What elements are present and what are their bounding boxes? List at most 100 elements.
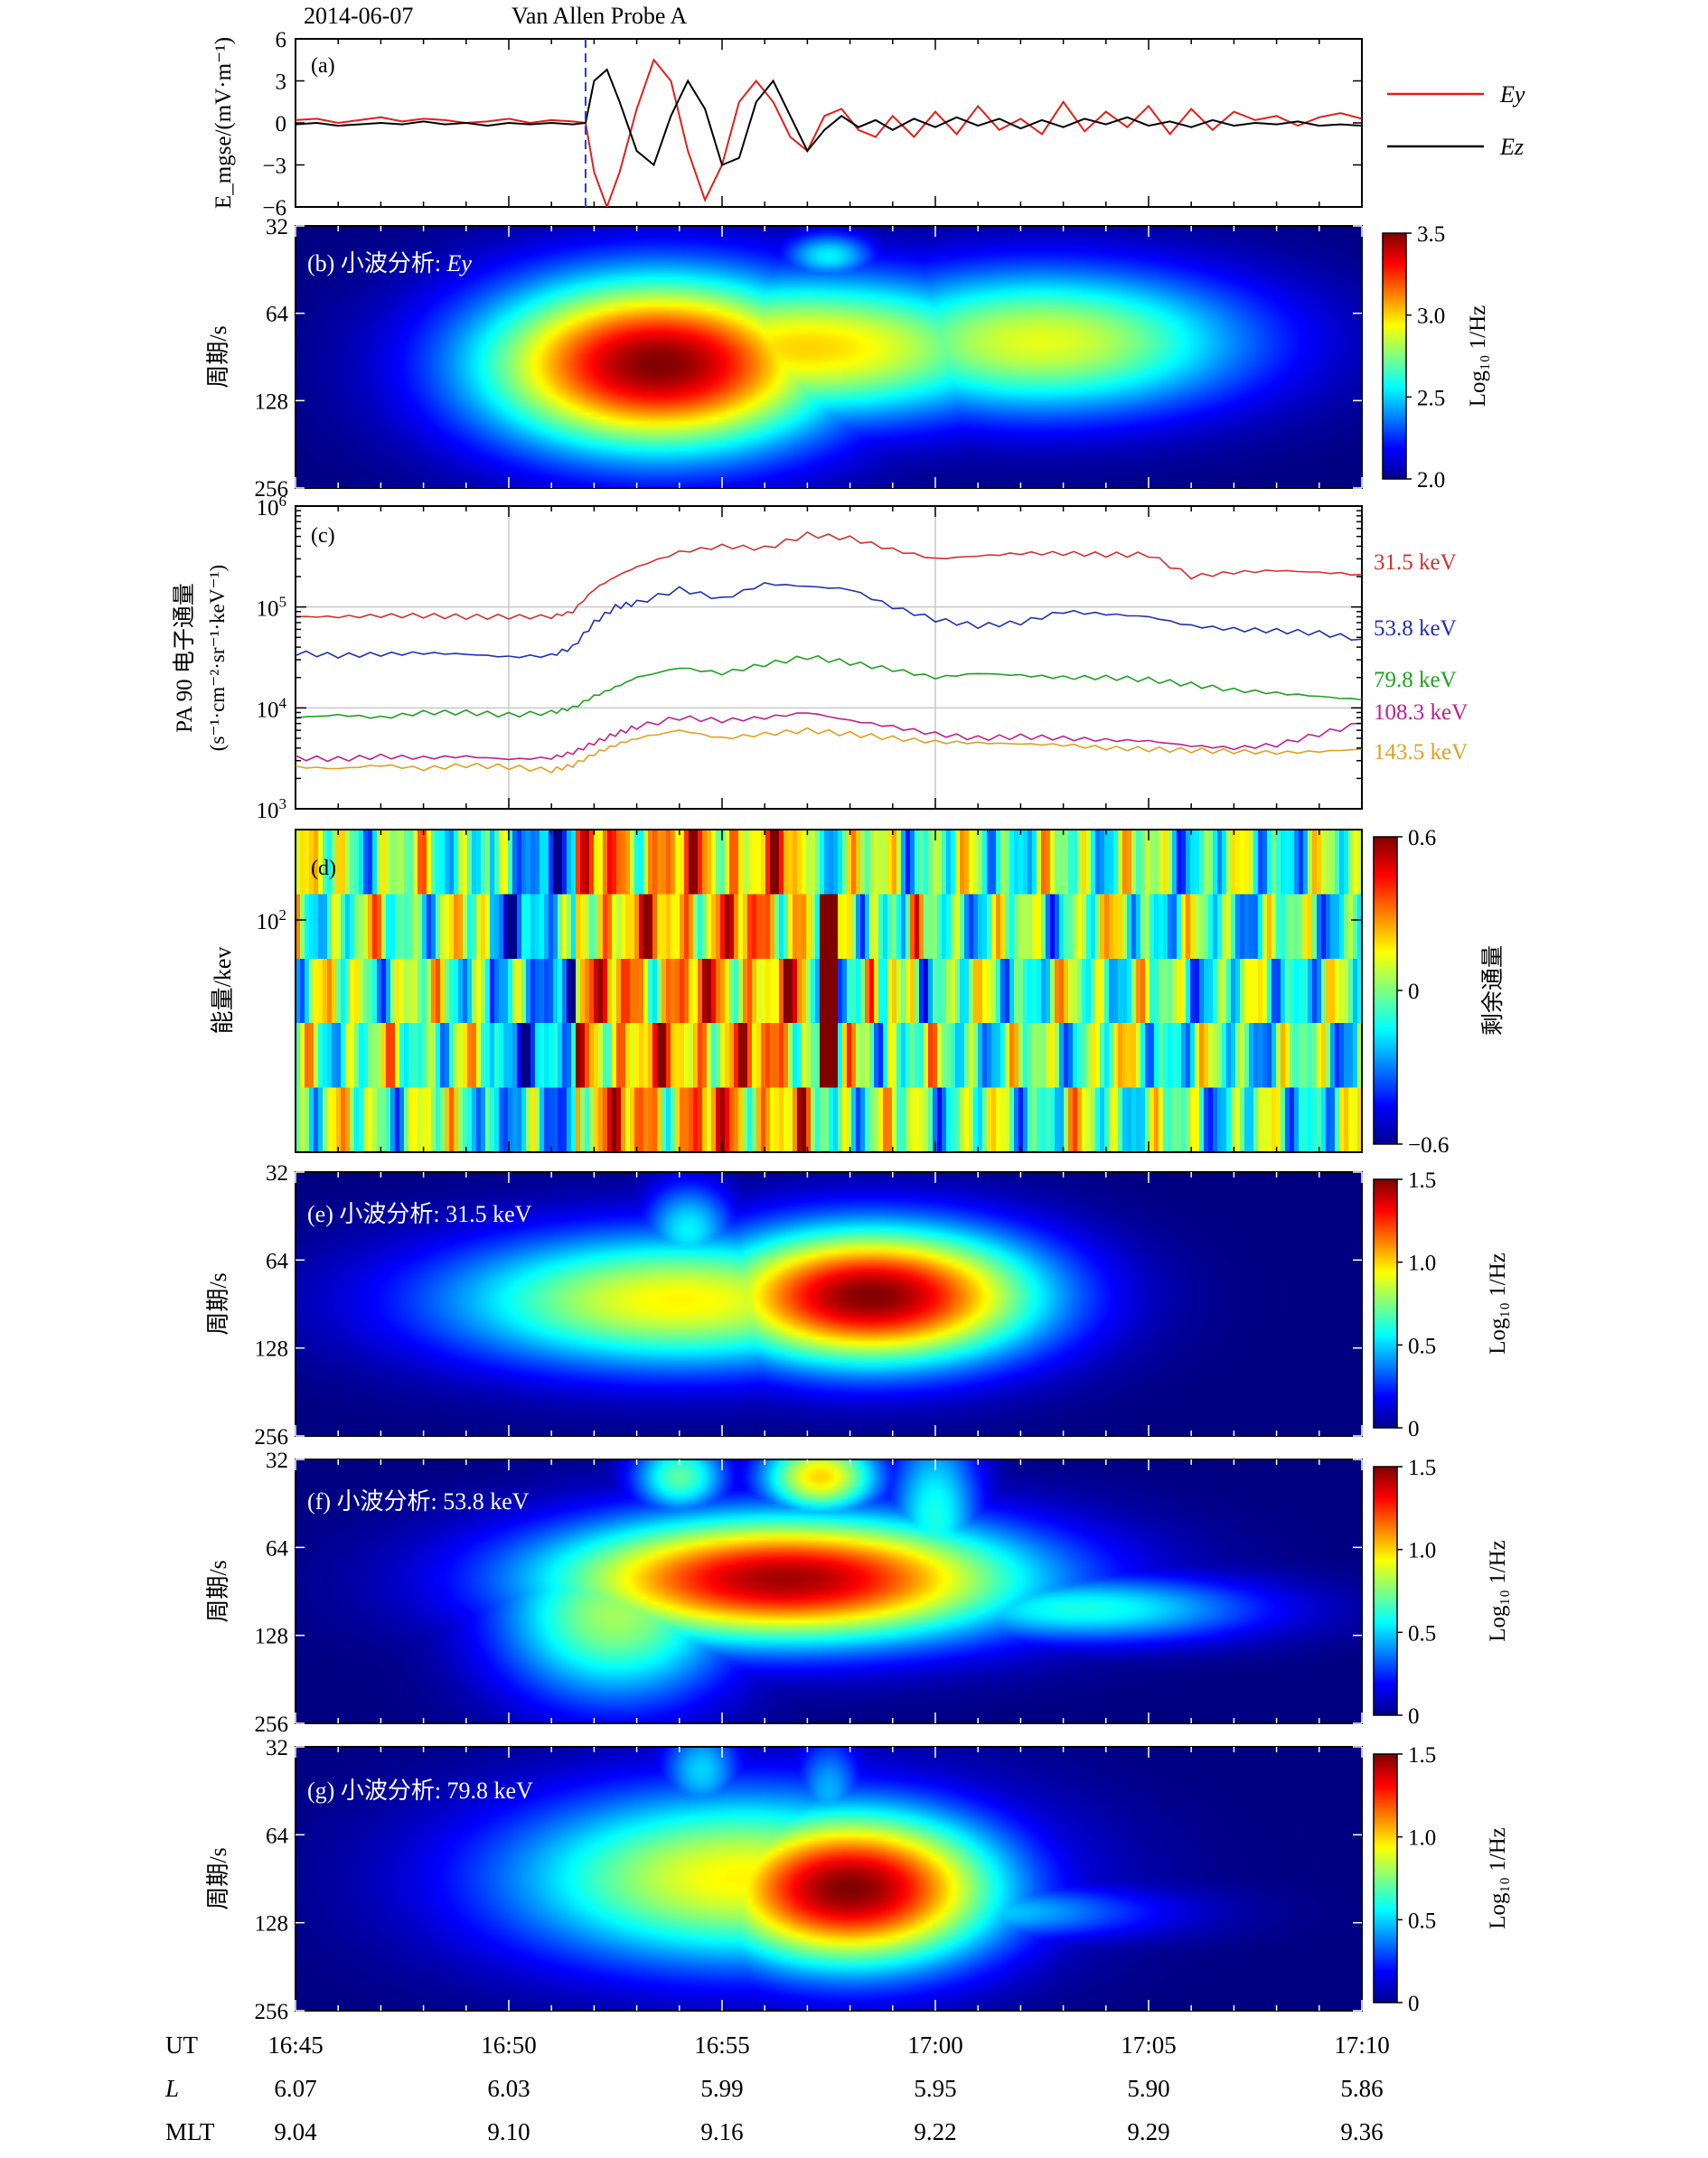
colorbar: [1373, 1466, 1398, 1716]
panel-c-ylabel-units: (s⁻¹·cm⁻²·sr⁻¹·keV⁻¹): [206, 565, 229, 751]
footer-value: 17:00: [907, 2031, 963, 2059]
y-tick-label: 3: [276, 70, 287, 95]
y-tick-label: −6: [262, 196, 286, 220]
colorbar-tick-label: 2.5: [1417, 386, 1445, 410]
colorbar-tick-label: 3.0: [1417, 305, 1445, 329]
panel-b-tag: (b) 小波分析: Ey: [307, 250, 472, 277]
colorbar-tick-label: 0.5: [1408, 1334, 1436, 1358]
footer-value: 5.90: [1127, 2075, 1169, 2102]
y-tick-label: 64: [266, 1824, 289, 1848]
footer-value: 17:10: [1334, 2031, 1390, 2059]
footer-row-label: MLT: [165, 2118, 215, 2145]
footer-value: 6.03: [487, 2075, 530, 2102]
flux-line: [296, 530, 1362, 621]
flux-legend-label: 53.8 keV: [1374, 616, 1457, 641]
y-tick-label: 6: [276, 28, 287, 52]
colorbar-tick-label: −0.6: [1408, 1133, 1449, 1158]
flux-line: [296, 727, 1362, 774]
y-tick-label: 128: [255, 389, 289, 414]
panel-c-tag: (c): [311, 524, 335, 548]
panel-d-ylabel: 能量/kev: [210, 947, 236, 1035]
legend-ez-label: Ez: [1499, 134, 1524, 160]
series-line-ez: [296, 68, 1362, 167]
flux-legend-label: 143.5 keV: [1374, 740, 1468, 765]
y-tick-label: 256: [255, 1425, 289, 1450]
y-tick-label: 104: [257, 694, 287, 722]
flux-line: [296, 712, 1362, 763]
y-tick-label: 256: [255, 1712, 289, 1737]
y-tick-label: 32: [266, 215, 288, 239]
colorbar-tick-label: 3.5: [1417, 222, 1445, 247]
panel-a-legend: Ey Ez: [1387, 81, 1525, 160]
y-tick-label: −3: [262, 155, 286, 179]
colorbar-tick-label: 0: [1408, 1992, 1420, 2016]
panel-g-heatmap: [296, 1747, 1362, 2011]
footer-row-label: UT: [165, 2031, 198, 2059]
colorbar-label: Log₁₀ 1/Hz: [1486, 1253, 1510, 1355]
footer-value: 6.07: [274, 2075, 316, 2102]
panel-f-ylabel: 周期/s: [205, 1560, 231, 1622]
panel-e-wavelet-31keV: (e) 小波分析: 31.5 keV 32 64 128 256 周期/s 1.5 1.…: [205, 1161, 1510, 1450]
y-tick-label: 32: [266, 1736, 288, 1760]
colorbar: [1382, 232, 1407, 480]
footer-value: 17:05: [1121, 2031, 1177, 2059]
panel-g-tag: (g) 小波分析: 79.8 keV: [307, 1778, 533, 1804]
footer-value: 9.16: [700, 2118, 743, 2145]
panel-f-wavelet-53keV: (f) 小波分析: 53.8 keV 32 64 128 256 周期/s 1.5 1.…: [205, 1449, 1510, 1737]
colorbar-label: 剩余通量: [1480, 945, 1506, 1036]
footer-row-label: L: [164, 2075, 179, 2102]
colorbar-tick-label: 0.6: [1408, 826, 1436, 850]
y-tick-label: 64: [266, 303, 289, 327]
panel-a-tag: (a): [311, 54, 335, 78]
footer-value: 16:45: [267, 2031, 324, 2059]
footer-value: 5.99: [700, 2075, 743, 2102]
y-tick-label: 128: [255, 1625, 289, 1649]
colorbar-tick-label: 1.0: [1408, 1539, 1436, 1563]
footer-value: 9.22: [914, 2118, 956, 2145]
y-tick-label: 64: [266, 1536, 289, 1561]
colorbar-tick-label: 0: [1408, 1704, 1420, 1729]
colorbar-label: Log₁₀ 1/Hz: [1466, 305, 1490, 408]
probe-label: Van Allen Probe A: [511, 3, 687, 29]
colorbar-label: Log₁₀ 1/Hz: [1486, 1540, 1510, 1642]
y-tick-label: 32: [266, 1449, 288, 1473]
y-tick-label: 102: [257, 906, 287, 934]
panel-f-heatmap: [296, 1459, 1362, 1723]
panel-e-tag: (e) 小波分析: 31.5 keV: [307, 1201, 532, 1227]
y-tick-label: 128: [255, 1337, 289, 1362]
time-axis-table: UT 16:45 16:50 16:55 17:00 17:05 17:10 L 6.07 6.0…: [164, 2031, 1390, 2145]
footer-value: 9.36: [1340, 2118, 1383, 2145]
y-tick-label: 103: [257, 795, 287, 823]
y-tick-label: 32: [266, 1161, 288, 1186]
panel-c-frame: [295, 505, 1363, 810]
flux-legend-label: 108.3 keV: [1374, 700, 1468, 725]
footer-value: 9.29: [1127, 2118, 1169, 2145]
panel-a-ylabel: E_mgse/(mV·m⁻¹): [211, 37, 236, 209]
colorbar-tick-label: 0: [1408, 980, 1420, 1004]
y-tick-label: 256: [255, 2000, 289, 2024]
panel-g-ylabel: 周期/s: [205, 1847, 231, 1909]
y-tick-label: 105: [257, 594, 287, 622]
date-label: 2014-06-07: [304, 3, 413, 29]
panel-e-frame: [295, 1171, 1363, 1437]
panel-e-heatmap: [296, 1172, 1362, 1436]
colorbar: [1373, 1753, 1398, 2003]
panel-b-heatmap: [296, 226, 1362, 488]
flux-legend-label: 79.8 keV: [1374, 668, 1457, 692]
flux-line: [296, 654, 1362, 719]
panel-c-ylabel: PA 90 电子通量: [172, 583, 197, 733]
footer-value: 9.10: [487, 2118, 530, 2145]
panel-g-wavelet-79keV: (g) 小波分析: 79.8 keV 32 64 128 256 周期/s 1.5 1.…: [205, 1736, 1510, 2024]
panel-b-frame: [295, 225, 1363, 489]
colorbar-tick-label: 1.5: [1408, 1743, 1436, 1768]
flux-line: [296, 581, 1362, 659]
panel-b-ylabel: 周期/s: [205, 325, 231, 388]
colorbar-tick-label: 0.5: [1408, 1909, 1436, 1933]
y-tick-label: 0: [276, 112, 287, 136]
flux-legend-label: 31.5 keV: [1374, 550, 1457, 575]
panel-a-electric-field: (a) 6 3 0 −3 −6 E_mgse/(mV·m⁻¹) Ey Ez: [211, 28, 1525, 220]
legend-ey-label: Ey: [1499, 81, 1525, 108]
series-line-ey: [296, 58, 1362, 207]
colorbar: [1373, 836, 1398, 1145]
colorbar: [1373, 1178, 1398, 1429]
